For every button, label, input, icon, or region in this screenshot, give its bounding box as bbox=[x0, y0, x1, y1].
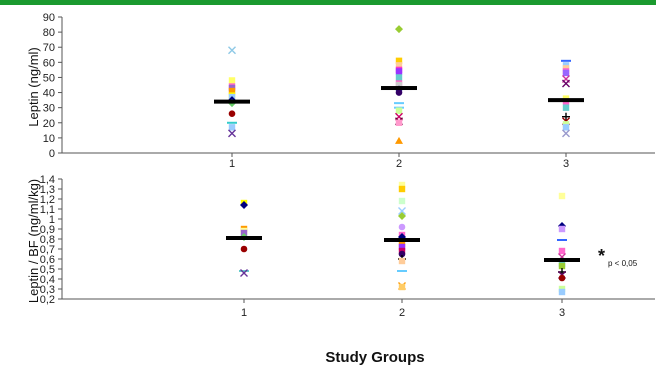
data-point bbox=[398, 212, 406, 220]
data-point bbox=[562, 104, 570, 111]
data-point bbox=[398, 185, 406, 193]
leptin-panel: 0 10 20 30 40 50 60 70 80 90 1 2 3 Leptin (ng/ml) bbox=[26, 12, 655, 170]
data-point bbox=[395, 62, 403, 69]
data-point bbox=[398, 197, 406, 205]
x-tick-label: 2 bbox=[399, 307, 405, 319]
data-point bbox=[558, 262, 566, 270]
data-point bbox=[398, 250, 406, 258]
y-tick-label: 1,1 bbox=[40, 204, 55, 216]
data-point bbox=[227, 121, 237, 124]
mean-bar bbox=[384, 238, 420, 242]
data-point bbox=[558, 225, 566, 233]
y-axis-label: Leptin (ng/ml) bbox=[26, 47, 41, 126]
data-point bbox=[562, 112, 570, 121]
x-axis-label: Study Groups bbox=[325, 349, 424, 366]
y-tick-label: 0,5 bbox=[40, 264, 55, 276]
data-point bbox=[228, 124, 236, 131]
data-point bbox=[395, 57, 403, 65]
y-axis-label: Leptin / BF (ng/ml/kg) bbox=[26, 179, 41, 303]
data-point bbox=[562, 129, 570, 138]
data-point bbox=[561, 59, 571, 62]
data-point bbox=[398, 223, 406, 231]
data-point bbox=[395, 25, 403, 34]
mean-bar bbox=[544, 258, 580, 262]
data-point bbox=[395, 107, 403, 114]
x-tick-label: 3 bbox=[559, 307, 565, 319]
y-tick-label: 0,3 bbox=[40, 284, 55, 296]
mean-bar bbox=[381, 86, 417, 91]
data-point bbox=[395, 68, 403, 75]
y-tick-label: 0,7 bbox=[40, 244, 55, 256]
p-value-annotation: p < 0,05 bbox=[608, 259, 638, 268]
data-point bbox=[395, 74, 403, 81]
y-tick-label: 0,8 bbox=[40, 234, 55, 246]
y-tick-label: 90 bbox=[43, 12, 55, 24]
data-point bbox=[562, 79, 570, 88]
data-point bbox=[395, 89, 403, 96]
y-tick-label: 70 bbox=[43, 42, 55, 54]
data-point bbox=[228, 77, 236, 84]
data-point bbox=[398, 283, 406, 291]
data-point bbox=[398, 181, 406, 189]
data-point bbox=[240, 201, 248, 209]
y-tick-label: 50 bbox=[43, 72, 55, 84]
leptin-bf-panel: 0,20,30,40,50,60,70,80,911,11,21,31,41 2 3… bbox=[26, 174, 655, 319]
y-tick-label: 40 bbox=[43, 88, 55, 100]
data-point bbox=[557, 239, 567, 241]
data-point bbox=[228, 129, 236, 138]
y-tick-label: 1,2 bbox=[40, 194, 55, 206]
y-tick-label: 80 bbox=[43, 27, 55, 39]
y-tick-label: 0,9 bbox=[40, 224, 55, 236]
y-tick-label: 0 bbox=[49, 148, 55, 160]
data-point bbox=[398, 207, 406, 215]
data-point bbox=[558, 247, 566, 255]
y-tick-label: 1 bbox=[49, 214, 55, 226]
data-point bbox=[240, 269, 248, 277]
x-tick-label: 3 bbox=[563, 158, 569, 170]
data-point bbox=[394, 102, 404, 105]
mean-bar bbox=[226, 236, 262, 240]
y-tick-label: 0,4 bbox=[40, 274, 55, 286]
x-tick-label: 2 bbox=[396, 158, 402, 170]
mean-bar bbox=[214, 99, 250, 104]
y-tick-label: 1,3 bbox=[40, 184, 55, 196]
data-point bbox=[395, 119, 403, 126]
data-point bbox=[398, 257, 406, 265]
y-tick-label: 10 bbox=[43, 133, 55, 145]
significance-star: * bbox=[598, 246, 605, 266]
top-accent-bar bbox=[0, 0, 656, 5]
y-tick-label: 0,2 bbox=[40, 294, 55, 306]
data-point bbox=[558, 274, 566, 282]
mean-bar bbox=[548, 98, 584, 103]
data-point bbox=[228, 110, 236, 118]
x-tick-label: 1 bbox=[229, 158, 235, 170]
data-point bbox=[240, 245, 248, 253]
y-tick-label: 30 bbox=[43, 103, 55, 115]
y-tick-label: 1,4 bbox=[40, 174, 55, 186]
x-tick-label: 1 bbox=[241, 307, 247, 319]
data-point bbox=[558, 288, 566, 296]
y-tick-label: 0,6 bbox=[40, 254, 55, 266]
data-point bbox=[228, 87, 236, 95]
y-tick-label: 20 bbox=[43, 118, 55, 130]
data-point bbox=[239, 270, 249, 272]
data-point bbox=[562, 124, 570, 131]
data-point bbox=[395, 136, 403, 144]
y-tick-label: 60 bbox=[43, 57, 55, 69]
data-point bbox=[558, 192, 566, 200]
data-point bbox=[397, 270, 407, 272]
data-point bbox=[395, 81, 403, 89]
data-point bbox=[228, 46, 236, 55]
data-point bbox=[398, 243, 406, 251]
data-point bbox=[562, 69, 570, 77]
